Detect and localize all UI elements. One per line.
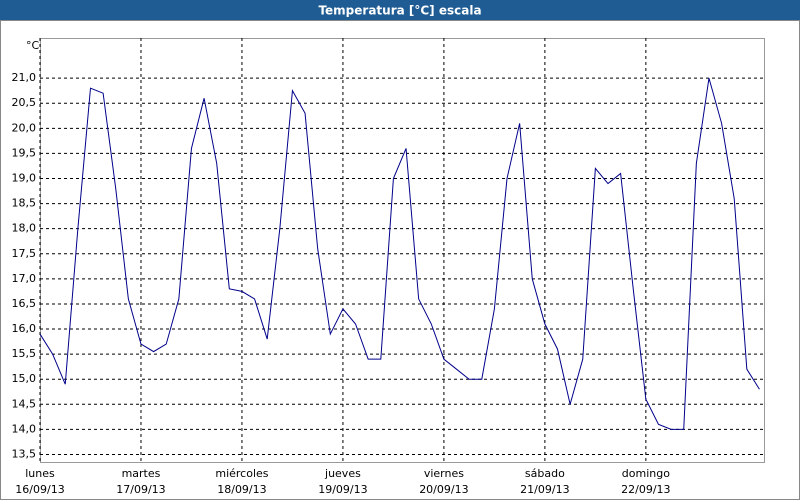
chart-title: Temperatura [°C] escala [318, 4, 481, 18]
y-tick-label: 16,5 [12, 297, 37, 310]
y-tick-label: 14,0 [12, 422, 37, 435]
y-tick-label: 16,0 [12, 322, 37, 335]
x-tick-date: 17/09/13 [116, 483, 165, 496]
y-tick-label: 20,5 [12, 96, 37, 109]
y-tick-label: 18,5 [12, 197, 37, 210]
x-tick-label: martes [122, 467, 161, 480]
y-tick-label: 20,0 [12, 121, 37, 134]
x-tick-date: 21/09/13 [520, 483, 569, 496]
y-tick-label: 15,0 [12, 372, 37, 385]
temperature-line [39, 78, 760, 430]
x-tick-date: 20/09/13 [419, 483, 468, 496]
x-tick-label: jueves [324, 467, 361, 480]
y-tick-label: 17,0 [12, 272, 37, 285]
x-tick-date: 18/09/13 [217, 483, 266, 496]
x-tick-label: domingo [622, 467, 670, 480]
x-tick-date: 16/09/13 [15, 483, 64, 496]
x-tick-label: sábado [525, 467, 565, 480]
y-tick-label: 15,5 [12, 347, 37, 360]
y-tick-label: 19,5 [12, 146, 37, 159]
y-tick-label: 21,0 [12, 71, 37, 84]
x-tick-label: miércoles [215, 467, 268, 480]
y-tick-label: 18,0 [12, 222, 37, 235]
y-tick-label: 19,0 [12, 171, 37, 184]
y-tick-label: 17,5 [12, 247, 37, 260]
y-tick-label: 14,5 [12, 397, 37, 410]
title-bar [0, 0, 800, 20]
x-tick-label: viernes [424, 467, 464, 480]
x-tick-date: 19/09/13 [318, 483, 367, 496]
plot-area [40, 38, 765, 463]
y-axis-unit: °C [26, 39, 40, 52]
y-tick-label: 13,5 [12, 447, 37, 460]
x-tick-date: 22/09/13 [621, 483, 670, 496]
x-tick-label: lunes [25, 467, 55, 480]
